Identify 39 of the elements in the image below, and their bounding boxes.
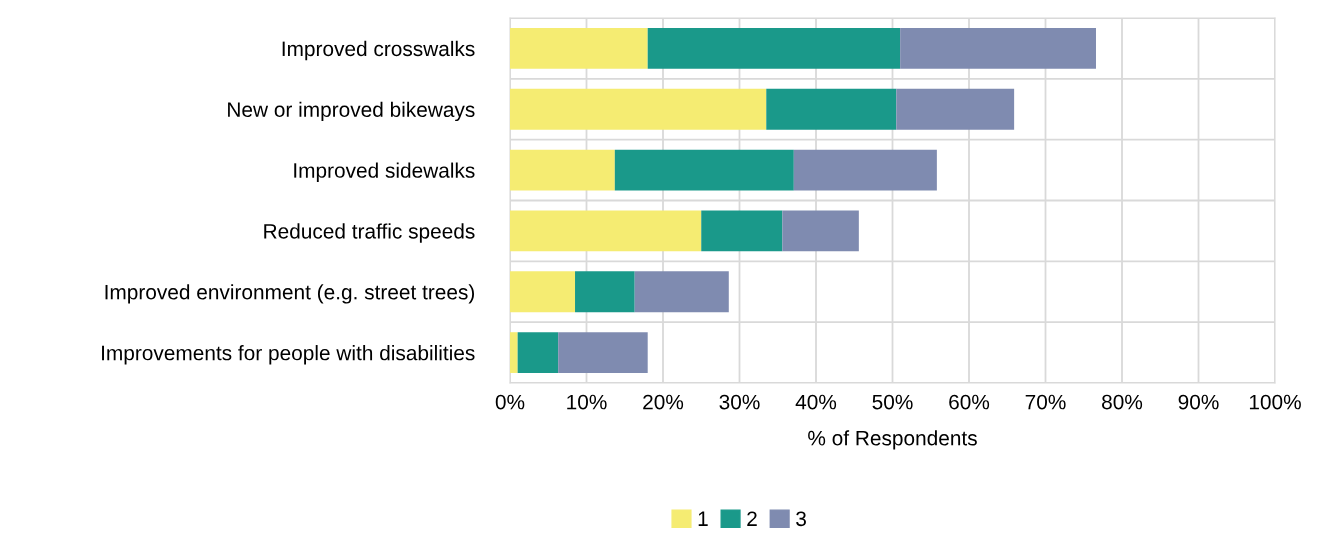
bar (510, 28, 648, 69)
bar (896, 88, 1015, 130)
bar (510, 332, 518, 373)
bar (510, 271, 576, 313)
x-tick-label: 60% (949, 394, 990, 410)
y-tick-label: Improvements for people with disabilities (102, 345, 475, 365)
y-tick-label: Improved crosswalks (282, 40, 475, 61)
bar (782, 210, 859, 252)
x-tick-label: 50% (872, 394, 913, 410)
legend-label: 3 (796, 511, 806, 527)
x-tick-label: 20% (643, 394, 684, 410)
y-tick-label: New or improved bikeways (228, 101, 475, 122)
bar (701, 210, 783, 252)
x-tick-label: 100% (1249, 394, 1301, 410)
bar (634, 271, 729, 313)
y-tick-label: Reduced traffic speeds (264, 223, 475, 243)
x-tick-label: 80% (1102, 394, 1143, 410)
x-tick-label: 90% (1178, 394, 1219, 410)
bar (766, 88, 897, 130)
x-tick-label: 0% (495, 394, 525, 410)
x-tick-label: 40% (795, 394, 837, 410)
bar (510, 88, 767, 130)
bar (558, 332, 648, 373)
bar (614, 149, 794, 191)
bar (900, 28, 1096, 69)
y-tick-label: Improved sidewalks (294, 162, 475, 182)
x-tick-label: 70% (1025, 394, 1066, 410)
x-tick-label: 30% (719, 394, 760, 410)
bar (575, 271, 635, 313)
y-tick-label: Improved environment (e.g. street trees) (105, 284, 475, 304)
bar (517, 332, 559, 373)
bar (793, 149, 937, 191)
legend-label: 2 (747, 511, 757, 526)
bar (510, 149, 615, 191)
bar (510, 210, 702, 252)
bar (647, 28, 901, 69)
x-tick-label: 10% (567, 394, 607, 410)
legend-label: 1 (698, 511, 708, 526)
x-axis-title: % of Respondents (808, 430, 977, 450)
